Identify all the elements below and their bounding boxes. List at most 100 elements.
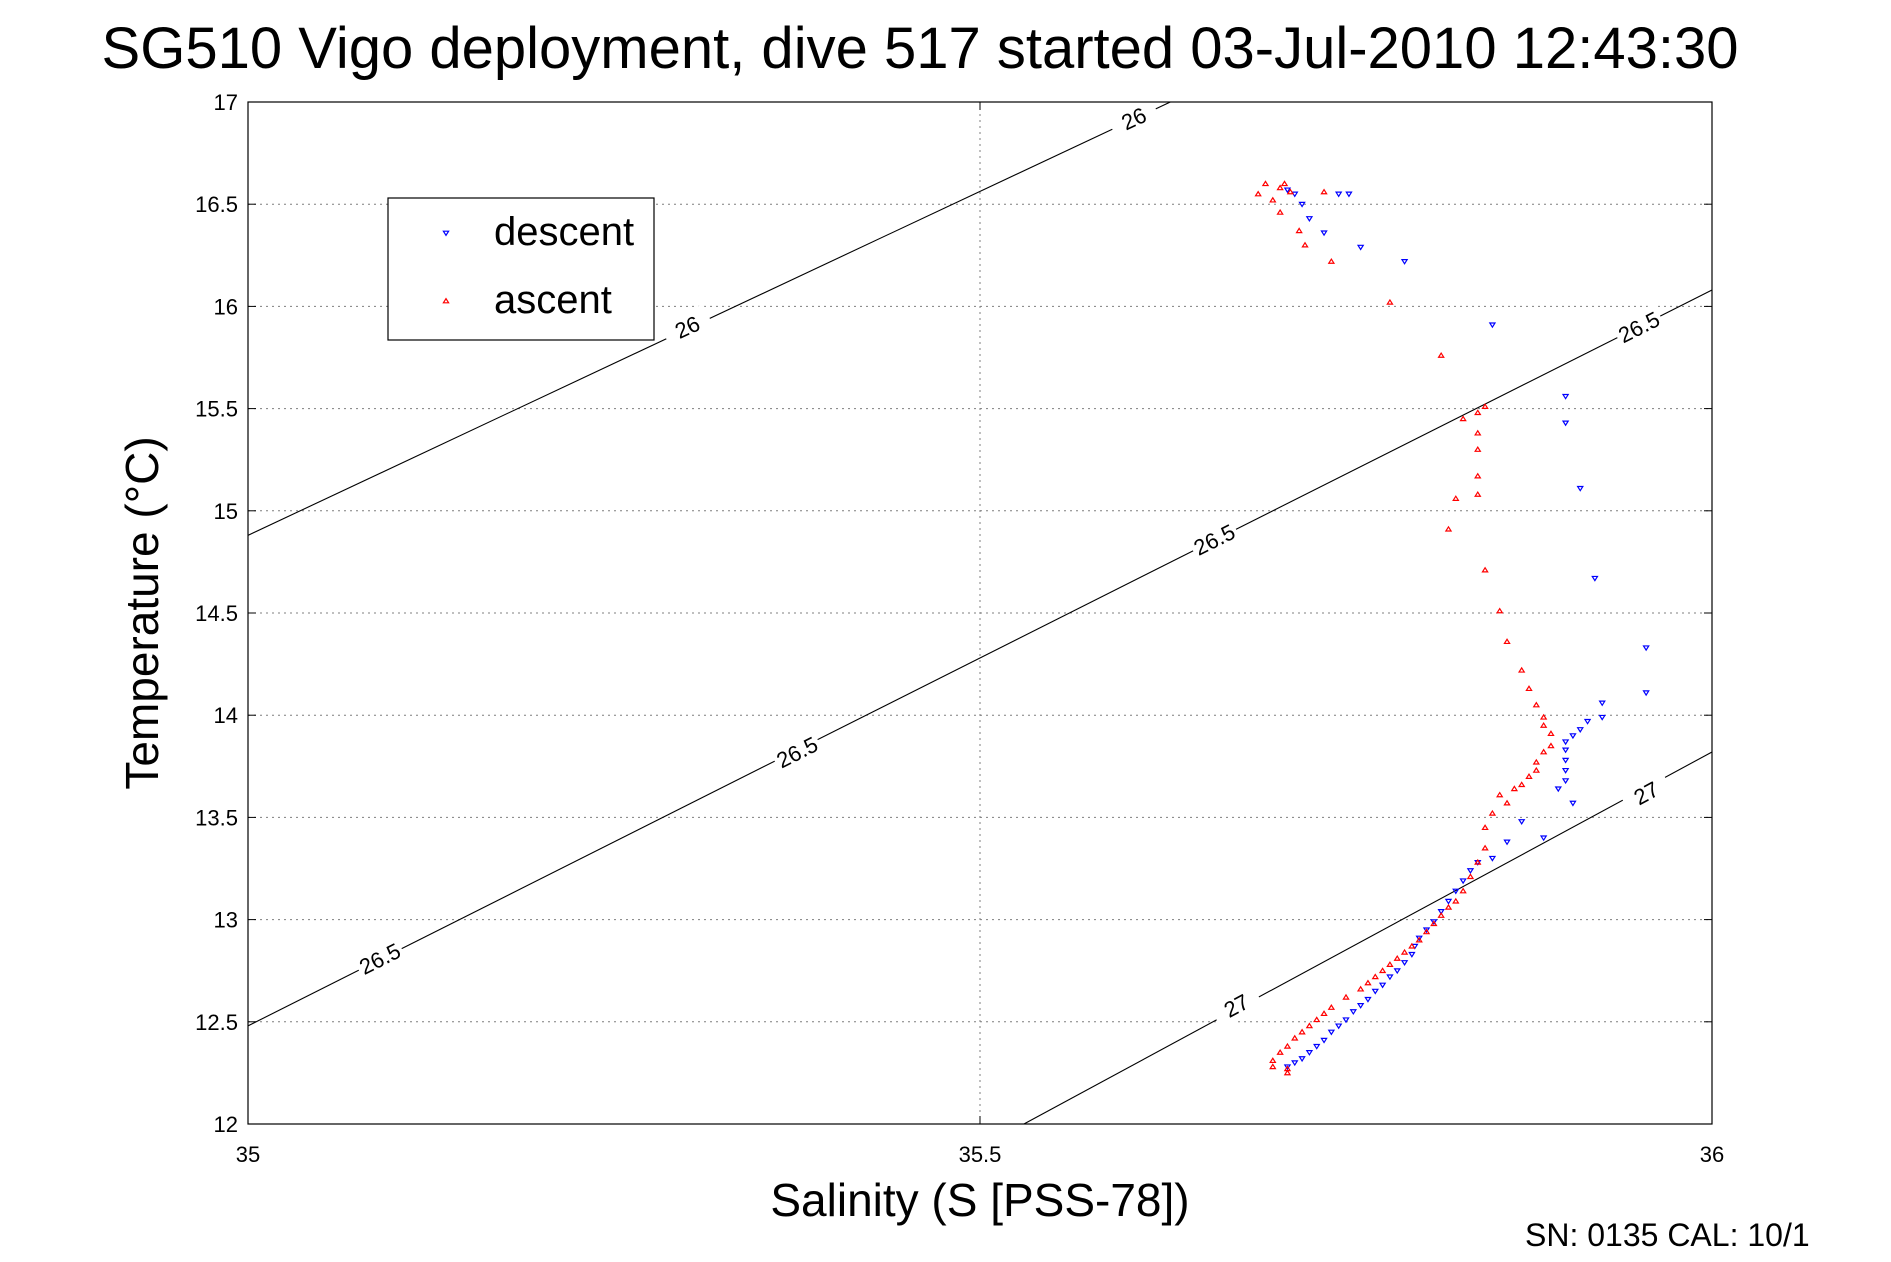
isopycnal-label-bg xyxy=(1106,95,1162,142)
isopycnal-label-bg xyxy=(1186,516,1242,563)
ascent-point xyxy=(1298,1028,1306,1035)
isopycnal-label-bg xyxy=(1618,769,1674,817)
descent-point xyxy=(1598,700,1606,707)
descent-point xyxy=(1561,757,1570,764)
ascent-point xyxy=(1474,429,1482,436)
y-tick-label: 15.5 xyxy=(195,397,238,422)
ascent-point xyxy=(1517,666,1526,673)
ascent-point xyxy=(1532,766,1541,773)
ascent-point xyxy=(1547,742,1555,749)
y-tick-label: 13 xyxy=(214,908,238,933)
ascent-point xyxy=(1510,785,1519,792)
ascent-point xyxy=(1327,257,1336,264)
ascent-point xyxy=(1276,184,1284,191)
descent-point xyxy=(1342,1017,1350,1024)
serial-calibration-note: SN: 0135 CAL: 10/1 xyxy=(1525,1217,1810,1253)
ascent-point xyxy=(1517,781,1526,788)
descent-point xyxy=(1576,727,1584,733)
descent-point xyxy=(1305,1050,1314,1056)
x-tick-label: 35.5 xyxy=(959,1142,1002,1167)
legend: descent ascent xyxy=(387,197,655,341)
isopycnal-label-bg xyxy=(1611,303,1667,351)
ascent-point xyxy=(1503,799,1511,806)
ascent-point xyxy=(1525,685,1533,692)
descent-point xyxy=(1488,322,1497,329)
descent-point xyxy=(1283,187,1292,194)
ascent-point xyxy=(1342,993,1350,1000)
isopycnal-27 xyxy=(1023,751,1713,1125)
ascent-point xyxy=(1301,241,1309,248)
ascent-point xyxy=(1327,1004,1336,1010)
y-tick-label: 14.5 xyxy=(195,601,238,626)
ascent-point xyxy=(1415,936,1423,943)
descent-point xyxy=(1561,778,1570,785)
ascent-point xyxy=(1305,1022,1314,1029)
descent-point xyxy=(1444,898,1453,905)
ascent-point xyxy=(1320,188,1328,195)
descent-point xyxy=(1305,216,1314,222)
descent-point xyxy=(1459,878,1467,885)
isopycnal-label-bg xyxy=(1208,981,1264,1030)
ascent-point xyxy=(1496,607,1504,614)
descent-point xyxy=(1313,1043,1321,1050)
y-tick-label: 12 xyxy=(214,1112,238,1137)
ascent-point xyxy=(1437,351,1445,358)
ascent-point xyxy=(1356,985,1365,992)
descent-point xyxy=(1378,982,1387,989)
ascent-point xyxy=(1474,446,1482,452)
ascent-point xyxy=(1525,773,1533,779)
ascent-point xyxy=(1261,180,1270,187)
descent-point xyxy=(1298,201,1306,208)
ascent-point xyxy=(1313,1016,1321,1023)
ascent-point xyxy=(1481,403,1489,409)
legend-label-ascent: ascent xyxy=(494,278,612,322)
descent-point xyxy=(1364,996,1372,1003)
descent-point xyxy=(1539,835,1548,842)
ascent-point xyxy=(1444,525,1453,532)
ascent-point xyxy=(1378,967,1387,974)
descent-point xyxy=(1466,868,1475,875)
ascent-point xyxy=(1452,897,1460,904)
isopycnal-label-bg xyxy=(352,935,408,982)
descent-point xyxy=(1642,645,1650,652)
ascent-point xyxy=(1291,1034,1299,1041)
descent-point xyxy=(1561,747,1570,754)
descent-point xyxy=(1576,485,1584,492)
ascent-point xyxy=(1503,638,1511,645)
descent-point xyxy=(1583,718,1592,725)
descent-point xyxy=(1452,888,1460,895)
descent-point xyxy=(1503,839,1511,846)
ascent-point xyxy=(1496,791,1504,798)
ascent-point xyxy=(1371,973,1379,980)
ascent-point xyxy=(1539,748,1548,755)
descent-point xyxy=(1356,244,1365,251)
descent-point xyxy=(1334,191,1343,198)
descent-point xyxy=(1488,855,1497,862)
ascent-point xyxy=(1400,948,1409,955)
ascent-point xyxy=(1532,701,1541,708)
ascent-point xyxy=(1481,844,1489,851)
ascent-point xyxy=(1481,824,1489,831)
ascent-point xyxy=(1474,490,1482,497)
descent-point xyxy=(1320,230,1328,237)
descent-point xyxy=(1642,690,1650,697)
ascent-point xyxy=(1283,1069,1292,1076)
ascent-point xyxy=(1295,227,1303,234)
descent-point xyxy=(1283,1064,1292,1071)
descent-point xyxy=(1561,393,1570,400)
ascent-point xyxy=(1430,920,1438,927)
ascent-point xyxy=(1286,188,1295,195)
x-tick-label: 36 xyxy=(1700,1142,1724,1167)
ascent-point xyxy=(1269,1063,1277,1070)
descent-point xyxy=(1345,191,1353,198)
y-tick-label: 17 xyxy=(214,90,238,115)
descent-point xyxy=(1349,1009,1358,1016)
ascent-point xyxy=(1459,887,1467,894)
ascent-point xyxy=(1474,472,1482,479)
y-tick-label: 13.5 xyxy=(195,805,238,830)
descent-point xyxy=(1561,420,1570,427)
ascent-point xyxy=(1539,713,1548,720)
ascent-point xyxy=(1320,1010,1328,1017)
descent-point xyxy=(1298,1056,1306,1063)
ascent-point xyxy=(1547,730,1555,737)
